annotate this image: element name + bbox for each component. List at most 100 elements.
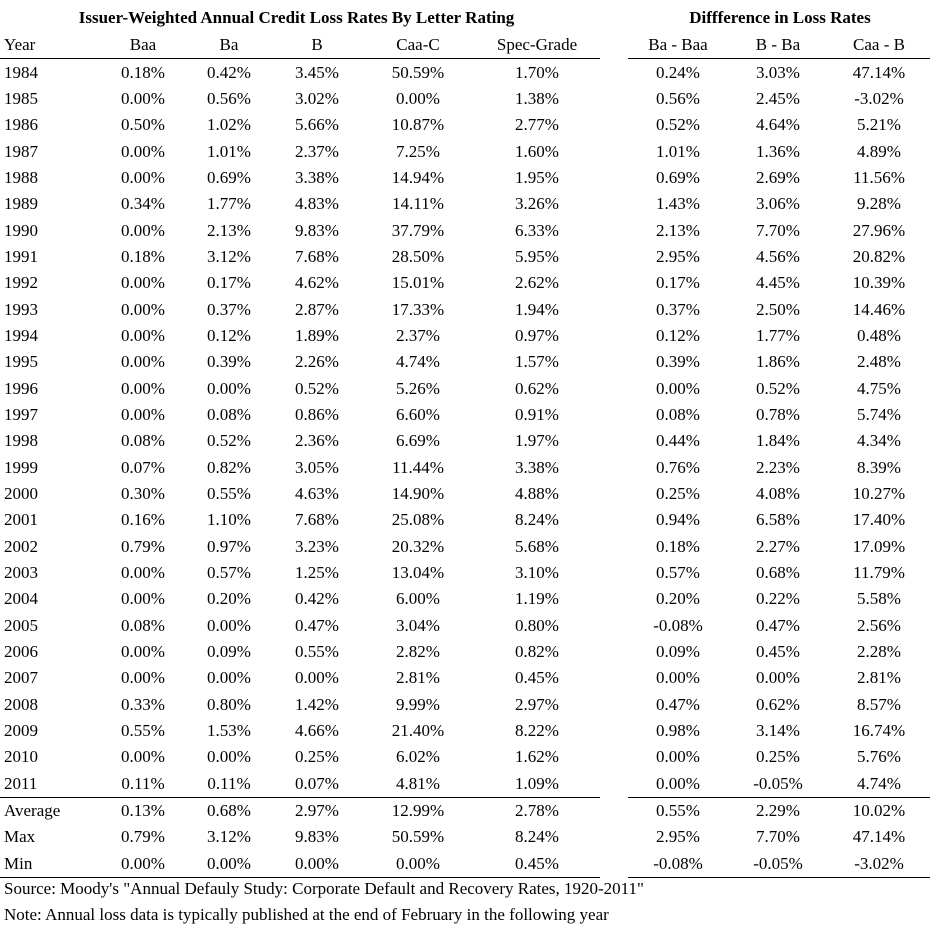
caa-c-cell: 3.04% xyxy=(396,615,440,635)
caa-minus-b-cell: 2.81% xyxy=(857,668,901,688)
ba-cell: 1.01% xyxy=(207,141,251,161)
difference-row: 0.94% 6.58% 17.40% xyxy=(628,507,930,533)
table-row: 2011 0.11% 0.11% 0.07% 4.81% 1.09% xyxy=(0,771,600,798)
header-b-minus-ba: B - Ba xyxy=(728,32,828,60)
table-row: 1985 0.00% 0.56% 3.02% 0.00% 1.38% xyxy=(0,86,600,112)
ba-cell: 0.80% xyxy=(207,694,251,714)
header-ba: Ba xyxy=(186,32,272,60)
table-row: 1989 0.34% 1.77% 4.83% 14.11% 3.26% xyxy=(0,191,600,217)
spec-grade-cell: 5.68% xyxy=(515,536,559,556)
caa-c-cell: 28.50% xyxy=(391,246,445,266)
caa-minus-b-cell: 4.34% xyxy=(857,431,901,451)
caa-minus-b-cell: 9.28% xyxy=(857,194,901,214)
caa-c-cell: 2.82% xyxy=(396,642,440,662)
spec-grade-cell: 8.24% xyxy=(515,510,559,530)
spec-grade-cell: 1.09% xyxy=(515,773,559,793)
spec-grade-cell: 3.10% xyxy=(515,563,559,583)
baa-cell: 0.34% xyxy=(121,194,165,214)
table-row: 2008 0.33% 0.80% 1.42% 9.99% 2.97% xyxy=(0,692,600,718)
b-minus-ba-cell: 0.45% xyxy=(756,642,800,662)
year-cell: 1990 xyxy=(4,220,38,240)
ba-cell: 0.00% xyxy=(207,668,251,688)
ba-cell: 0.00% xyxy=(207,615,251,635)
ba-minus-baa-cell: 2.95% xyxy=(656,246,700,266)
b-minus-ba-cell: -0.05% xyxy=(753,773,803,793)
year-cell: 2001 xyxy=(4,510,38,530)
b-cell: 5.66% xyxy=(295,115,339,135)
b-minus-ba-cell: 0.47% xyxy=(756,615,800,635)
spec-grade-cell: 0.82% xyxy=(515,642,559,662)
b-cell: 2.26% xyxy=(295,352,339,372)
difference-row: 0.25% 4.08% 10.27% xyxy=(628,481,930,507)
caa-c-cell: 4.74% xyxy=(396,352,440,372)
ba-minus-baa-cell: 0.08% xyxy=(656,404,700,424)
table-row: 1984 0.18% 0.42% 3.45% 50.59% 1.70% xyxy=(0,59,600,86)
spec-grade-cell: 1.62% xyxy=(515,747,559,767)
caa-minus-b-cell: 8.57% xyxy=(857,694,901,714)
b-minus-ba-cell: 0.25% xyxy=(756,747,800,767)
b-minus-ba-cell: 2.69% xyxy=(756,167,800,187)
year-cell: 1997 xyxy=(4,404,38,424)
baa-cell: 0.00% xyxy=(121,167,165,187)
ba-minus-baa-cell: 0.17% xyxy=(656,273,700,293)
caa-minus-b-cell: 10.02% xyxy=(828,796,930,825)
ba-cell: 0.39% xyxy=(207,352,251,372)
baa-cell: 0.00% xyxy=(121,589,165,609)
b-minus-ba-cell: 0.52% xyxy=(756,378,800,398)
difference-row: 0.69% 2.69% 11.56% xyxy=(628,165,930,191)
ba-cell: 0.00% xyxy=(207,378,251,398)
caa-c-cell: 14.90% xyxy=(391,484,445,504)
b-cell: 3.45% xyxy=(295,62,339,82)
difference-row: 2.95% 4.56% 20.82% xyxy=(628,244,930,270)
ba-cell: 0.42% xyxy=(207,62,251,82)
table-row: 1993 0.00% 0.37% 2.87% 17.33% 1.94% xyxy=(0,296,600,322)
year-cell: 1996 xyxy=(4,378,38,398)
b-minus-ba-cell: 1.86% xyxy=(756,352,800,372)
year-cell: 1993 xyxy=(4,299,38,319)
caa-c-cell: 6.69% xyxy=(396,431,440,451)
difference-row: 1.43% 3.06% 9.28% xyxy=(628,191,930,217)
caa-minus-b-cell: 5.76% xyxy=(857,747,901,767)
right-table-title: Diffference in Loss Rates xyxy=(689,8,871,27)
baa-cell: 0.00% xyxy=(121,352,165,372)
ba-cell: 2.13% xyxy=(207,220,251,240)
b-cell: 2.87% xyxy=(295,299,339,319)
caa-c-cell: 6.02% xyxy=(396,747,440,767)
caa-c-cell: 6.60% xyxy=(396,404,440,424)
year-cell: 1984 xyxy=(4,62,38,82)
baa-cell: 0.11% xyxy=(121,773,165,793)
year-cell: 1989 xyxy=(4,194,38,214)
difference-row: 0.09% 0.45% 2.28% xyxy=(628,639,930,665)
ba-minus-baa-cell: 0.57% xyxy=(656,563,700,583)
baa-cell: 0.50% xyxy=(121,115,165,135)
ba-cell: 0.12% xyxy=(207,325,251,345)
b-minus-ba-cell: 1.84% xyxy=(756,431,800,451)
spec-grade-cell: 1.95% xyxy=(515,167,559,187)
caa-c-cell: 50.59% xyxy=(391,62,445,82)
baa-cell: 0.00% xyxy=(121,404,165,424)
year-cell: 1992 xyxy=(4,273,38,293)
b-minus-ba-cell: 0.78% xyxy=(756,404,800,424)
caa-c-cell: 20.32% xyxy=(391,536,445,556)
difference-summary-row: -0.08% -0.05% -3.02% xyxy=(628,850,930,878)
spec-grade-cell: 1.38% xyxy=(515,88,559,108)
spec-grade-cell: 0.62% xyxy=(515,378,559,398)
ba-cell: 0.17% xyxy=(207,273,251,293)
spec-grade-cell: 2.62% xyxy=(515,273,559,293)
caa-minus-b-cell: 5.21% xyxy=(857,115,901,135)
difference-row: 2.13% 7.70% 27.96% xyxy=(628,217,930,243)
baa-cell: 0.07% xyxy=(121,457,165,477)
difference-row: 0.57% 0.68% 11.79% xyxy=(628,560,930,586)
caa-c-cell: 2.81% xyxy=(396,668,440,688)
ba-cell: 1.02% xyxy=(207,115,251,135)
ba-minus-baa-cell: 2.13% xyxy=(656,220,700,240)
difference-row: 0.20% 0.22% 5.58% xyxy=(628,586,930,612)
difference-row: 0.47% 0.62% 8.57% xyxy=(628,692,930,718)
difference-summary-row: 0.55% 2.29% 10.02% xyxy=(628,796,930,825)
caa-minus-b-cell: 4.75% xyxy=(857,378,901,398)
difference-row: 1.01% 1.36% 4.89% xyxy=(628,138,930,164)
year-cell: 1987 xyxy=(4,141,38,161)
ba-cell: 0.08% xyxy=(207,404,251,424)
footnote: Note: Annual loss data is typically publ… xyxy=(4,905,609,924)
table-row: 1999 0.07% 0.82% 3.05% 11.44% 3.38% xyxy=(0,455,600,481)
